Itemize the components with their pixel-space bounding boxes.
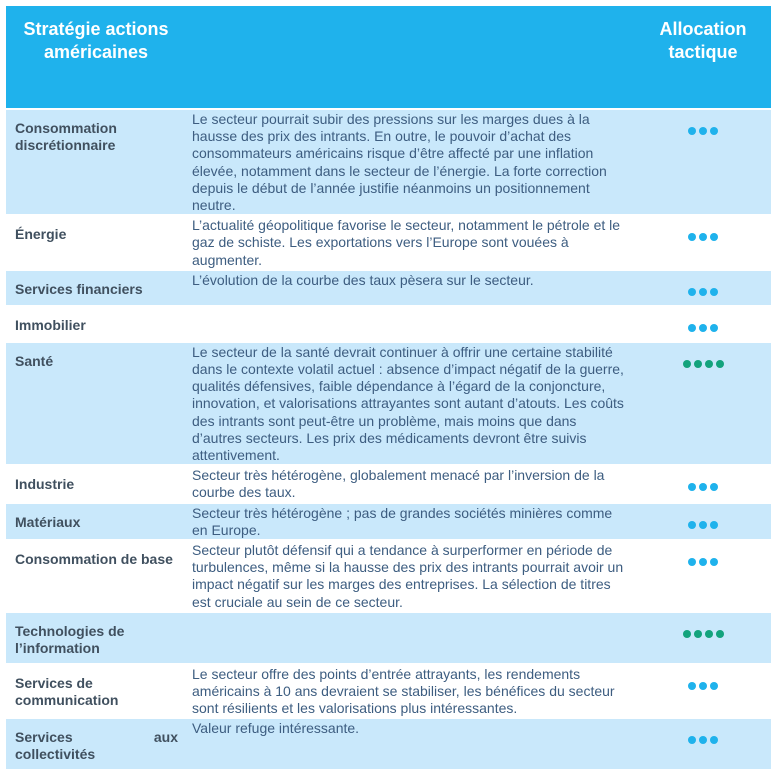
table-row: Consommation de base Secteur plutôt défe… [6, 539, 771, 611]
rating-dot-icon [688, 233, 696, 242]
rating-dot-icon [688, 323, 696, 332]
rating-dot-icon [688, 127, 696, 135]
sector-description [186, 304, 635, 341]
sector-description: L’actualité géopolitique favorise le sec… [186, 214, 635, 269]
rating-dot-icon [688, 520, 696, 529]
allocation-table: Stratégie actions américaines Allocation… [6, 6, 771, 769]
rating-dots [682, 359, 724, 368]
rating-dot-icon [699, 520, 707, 529]
rating-dot-icon [682, 629, 691, 638]
sector-name: Consommation discrétionnaire [6, 108, 186, 215]
rating-dot-icon [699, 233, 707, 242]
allocation-rating [635, 214, 771, 269]
rating-dot-icon [699, 323, 707, 332]
rating-dots [688, 233, 718, 242]
rating-dot-icon [710, 736, 718, 745]
sector-description: L’évolution de la courbe des taux pèsera… [186, 268, 635, 305]
rating-dots [682, 629, 724, 638]
rating-dot-icon [699, 287, 707, 296]
rating-dots [688, 681, 718, 690]
rating-dot-icon [715, 629, 724, 638]
rating-dot-icon [710, 558, 718, 567]
rating-dot-icon [710, 681, 718, 690]
rating-dot-icon [699, 483, 707, 492]
rating-dot-icon [699, 736, 707, 745]
allocation-rating [635, 501, 771, 540]
rating-dot-icon [710, 520, 718, 529]
sector-name: Services de communication [6, 662, 186, 718]
rating-dot-icon [710, 287, 718, 296]
table-row: Consommation discrétionnaire Le secteur … [6, 108, 771, 215]
sector-name: Énergie [6, 214, 186, 269]
rating-dot-icon [704, 359, 713, 368]
rating-dot-icon [688, 681, 696, 690]
sector-description: Valeur refuge intéressante. [186, 717, 635, 769]
sector-name: Santé [6, 340, 186, 465]
allocation-rating [635, 539, 771, 611]
rating-dot-icon [688, 483, 696, 492]
table-row: Services financiers L’évolution de la co… [6, 268, 771, 305]
table-row: Industrie Secteur très hétérogène, globa… [6, 464, 771, 502]
rating-dots [688, 558, 718, 567]
rating-dot-icon [715, 359, 724, 368]
rating-dot-icon [699, 681, 707, 690]
rating-dot-icon [688, 736, 696, 745]
rating-dot-icon [682, 359, 691, 368]
allocation-table-container: Stratégie actions américaines Allocation… [6, 6, 771, 769]
allocation-rating [635, 268, 771, 305]
table-header-row: Stratégie actions américaines Allocation… [6, 6, 771, 108]
sector-description: Le secteur pourrait subir des pressions … [186, 108, 635, 215]
sector-name: Services aux collectivités [6, 717, 186, 769]
rating-dot-icon [693, 359, 702, 368]
rating-dot-icon [710, 323, 718, 332]
table-row: Matériaux Secteur très hétérogène ; pas … [6, 501, 771, 540]
sector-name: Services financiers [6, 268, 186, 305]
rating-dot-icon [693, 629, 702, 638]
allocation-rating [635, 340, 771, 465]
allocation-rating [635, 464, 771, 502]
sector-description: Secteur très hétérogène, globalement men… [186, 464, 635, 502]
rating-dot-icon [710, 483, 718, 492]
table-row: Santé Le secteur de la santé devrait con… [6, 340, 771, 465]
table-row: Immobilier [6, 304, 771, 341]
header-strategy: Stratégie actions américaines [6, 6, 186, 108]
rating-dots [688, 483, 718, 492]
rating-dot-icon [710, 233, 718, 242]
rating-dots [688, 736, 718, 745]
header-allocation: Allocation tactique [635, 6, 771, 108]
allocation-rating [635, 662, 771, 718]
rating-dots [688, 520, 718, 529]
sector-description: Le secteur offre des points d’entrée att… [186, 662, 635, 718]
sector-description: Secteur plutôt défensif qui a tendance à… [186, 539, 635, 611]
sector-name: Consommation de base [6, 539, 186, 611]
sector-description: Secteur très hétérogène ; pas de grandes… [186, 501, 635, 540]
sector-name: Technologies de l’information [6, 610, 186, 663]
sector-name: Matériaux [6, 501, 186, 540]
rating-dot-icon [699, 558, 707, 567]
table-row: Services aux collectivités Valeur refuge… [6, 717, 771, 769]
sector-description: Le secteur de la santé devrait continuer… [186, 340, 635, 465]
sector-description [186, 610, 635, 663]
header-empty [186, 6, 635, 108]
allocation-rating [635, 610, 771, 663]
rating-dots [688, 127, 718, 135]
table-row: Énergie L’actualité géopolitique favoris… [6, 214, 771, 269]
table-row: Technologies de l’information [6, 610, 771, 663]
allocation-rating [635, 304, 771, 341]
rating-dot-icon [704, 629, 713, 638]
allocation-rating [635, 717, 771, 769]
allocation-rating [635, 108, 771, 215]
sector-name: Immobilier [6, 304, 186, 341]
rating-dot-icon [688, 287, 696, 296]
rating-dots [688, 323, 718, 332]
rating-dot-icon [710, 127, 718, 135]
rating-dots [688, 287, 718, 296]
rating-dot-icon [699, 127, 707, 135]
sector-name: Industrie [6, 464, 186, 502]
rating-dot-icon [688, 558, 696, 567]
table-row: Services de communication Le secteur off… [6, 662, 771, 718]
